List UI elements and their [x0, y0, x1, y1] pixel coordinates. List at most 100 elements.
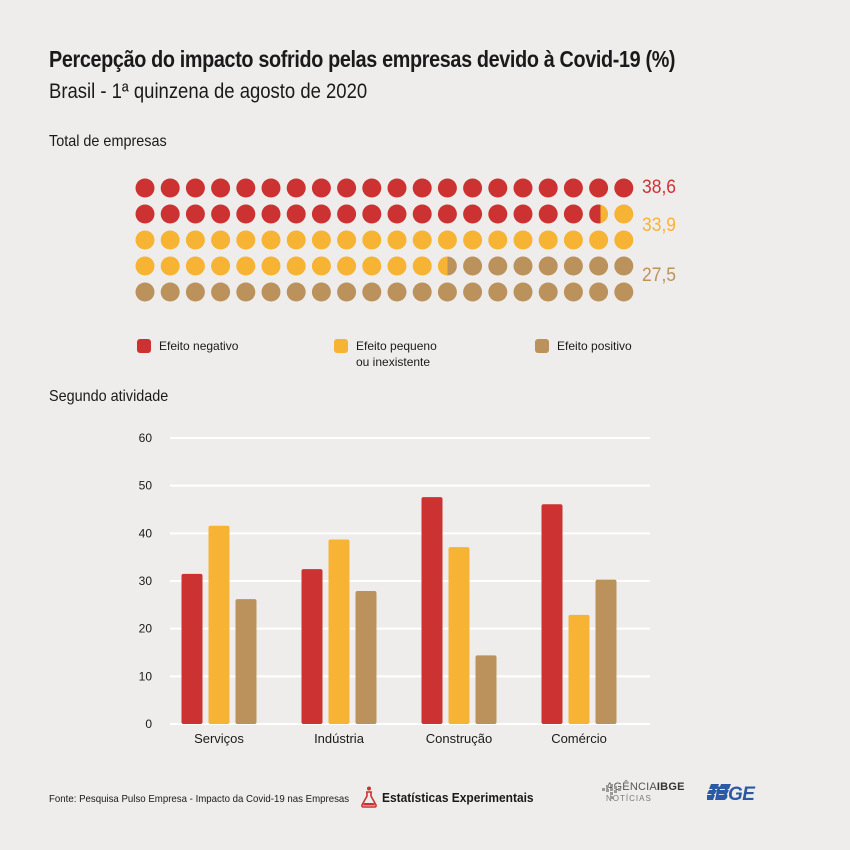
waffle-dot [135, 178, 155, 198]
waffle-dot [563, 204, 583, 224]
bar [355, 591, 377, 724]
legend-label-positivo: Efeito positivo [557, 339, 632, 353]
waffle-dot [185, 256, 205, 276]
waffle-dot [437, 282, 457, 302]
waffle-value-positivo: 27,5 [642, 265, 677, 286]
waffle-dot [337, 256, 357, 276]
waffle-dot [135, 282, 155, 302]
bar [301, 569, 323, 724]
bar [475, 655, 497, 724]
waffle-dot [261, 204, 281, 224]
waffle-dot [614, 230, 634, 250]
legend-item-negativo: Efeito negativo [137, 338, 238, 354]
waffle-dot-part [600, 204, 609, 224]
waffle-dot [538, 178, 558, 198]
flask-icon [361, 786, 377, 808]
bar [421, 497, 443, 724]
waffle-dot [589, 282, 609, 302]
waffle-dot-split [589, 204, 609, 224]
agencia-bold: IBGE [656, 781, 685, 793]
waffle-dot [513, 256, 533, 276]
waffle-dot [211, 178, 231, 198]
waffle-dot [488, 178, 508, 198]
waffle-dot [437, 204, 457, 224]
x-category-label: Construção [426, 731, 492, 746]
waffle-dot [488, 230, 508, 250]
y-tick-label: 10 [139, 669, 153, 683]
y-tick-label: 30 [139, 574, 153, 588]
waffle-dot [311, 204, 331, 224]
waffle-dot-split [437, 256, 457, 276]
waffle-dot [362, 178, 382, 198]
waffle-value-pequeno: 33,9 [642, 215, 677, 236]
waffle-dot [337, 204, 357, 224]
waffle-dot [412, 282, 432, 302]
waffle-dot [236, 178, 256, 198]
y-tick-label: 40 [139, 526, 153, 540]
waffle-dot [311, 256, 331, 276]
waffle-dot-part [589, 204, 601, 224]
waffle-dot [412, 256, 432, 276]
waffle-dot [185, 204, 205, 224]
footer-experimental: Estatísticas Experimentais [382, 790, 534, 805]
x-category-label: Serviços [194, 731, 244, 746]
waffle-dot [185, 230, 205, 250]
y-tick-label: 50 [139, 479, 153, 493]
bar [568, 614, 590, 724]
waffle-dot [538, 256, 558, 276]
legend-label-negativo: Efeito negativo [159, 339, 239, 353]
bar [595, 579, 617, 724]
waffle-dot [236, 204, 256, 224]
chart-subtitle: Brasil - 1ª quinzena de agosto de 2020 [49, 80, 368, 103]
waffle-dot [135, 256, 155, 276]
legend-item-positivo: Efeito positivo [535, 338, 632, 354]
agencia-mark-icon [602, 784, 621, 799]
waffle-dot-part [447, 256, 457, 276]
footer-source: Fonte: Pesquisa Pulso Empresa - Impacto … [49, 793, 350, 805]
waffle-dot [337, 282, 357, 302]
waffle-dot [387, 282, 407, 302]
ibge-logo: IBGE [707, 784, 755, 806]
waffle-dot [286, 230, 306, 250]
waffle-dot [261, 282, 281, 302]
waffle-dot [185, 282, 205, 302]
waffle-dot [538, 282, 558, 302]
waffle-dot [261, 256, 281, 276]
waffle-dot [589, 178, 609, 198]
waffle-dot [463, 230, 483, 250]
x-category-label: Indústria [314, 731, 365, 746]
waffle-dot [236, 256, 256, 276]
legend-swatch-negativo [137, 339, 151, 353]
waffle-dot [412, 178, 432, 198]
waffle-dot [387, 230, 407, 250]
bar [448, 547, 470, 724]
waffle-dot [311, 282, 331, 302]
waffle-dot [563, 178, 583, 198]
waffle-dot [337, 178, 357, 198]
waffle-dot-part [437, 256, 448, 276]
waffle-dot [614, 178, 634, 198]
agencia-sub: NOTÍCIAS [606, 794, 652, 803]
waffle-dot [538, 204, 558, 224]
legend-swatch-positivo [535, 339, 549, 353]
waffle-dot [387, 204, 407, 224]
waffle-chart [135, 178, 634, 302]
waffle-dot [463, 178, 483, 198]
waffle-dot [463, 282, 483, 302]
waffle-dot [211, 230, 231, 250]
waffle-dot [337, 230, 357, 250]
agencia-prefix: AGÊNCIA [606, 781, 657, 793]
waffle-dot [160, 230, 180, 250]
waffle-dot [513, 230, 533, 250]
waffle-dot [437, 178, 457, 198]
bar [328, 539, 350, 724]
waffle-dot [412, 204, 432, 224]
waffle-dot [387, 256, 407, 276]
waffle-dot [135, 230, 155, 250]
waffle-dot [286, 282, 306, 302]
bar-chart: 0 10 20 30 40 50 60 Serviços Indústria Construção… [139, 431, 650, 746]
bar [181, 573, 203, 724]
waffle-dot [563, 256, 583, 276]
y-tick-label: 0 [145, 717, 152, 731]
waffle-dot [387, 178, 407, 198]
